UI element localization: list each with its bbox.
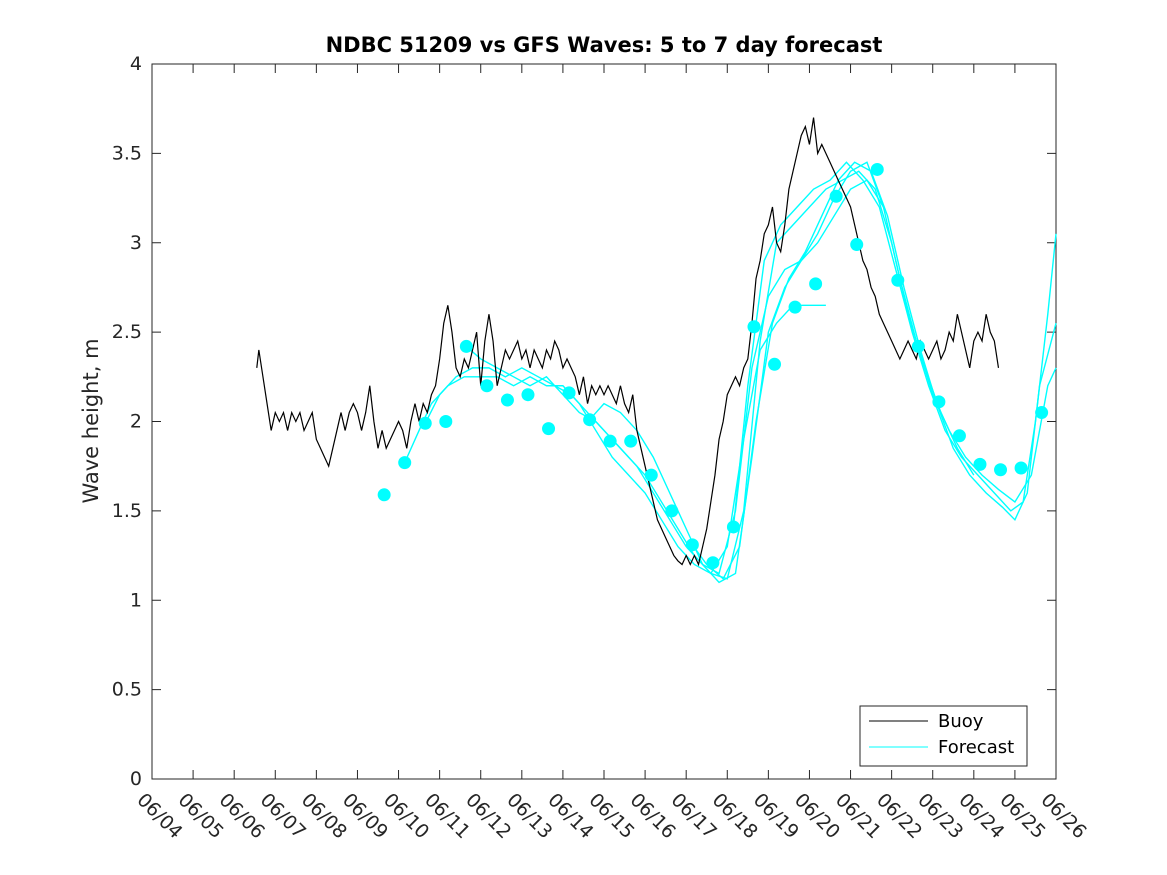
forecast-point <box>685 538 699 552</box>
forecast-point <box>562 386 576 400</box>
forecast-point <box>788 300 802 314</box>
forecast-point <box>377 488 391 502</box>
y-tick-group: 0 0.5 1 1.5 2 2.5 3 3.5 4 <box>112 53 1056 790</box>
forecast-point <box>603 434 617 448</box>
y-tick-label: 0.5 <box>112 679 142 701</box>
forecast-point <box>500 393 514 407</box>
plot-content <box>256 117 1057 584</box>
y-tick-label: 3.5 <box>112 142 142 164</box>
forecast-point <box>1035 406 1049 420</box>
forecast-point <box>459 339 473 353</box>
y-tick-label: 4 <box>130 53 142 75</box>
y-tick-label: 2 <box>130 411 142 433</box>
forecast-point <box>891 273 905 287</box>
chart-title: NDBC 51209 vs GFS Waves: 5 to 7 day fore… <box>326 33 883 57</box>
forecast-point <box>768 357 782 371</box>
y-tick-label: 2.5 <box>112 321 142 343</box>
forecast-point <box>706 556 720 570</box>
forecast-point <box>726 520 740 534</box>
forecast-point <box>480 379 494 393</box>
forecast-point <box>418 416 432 430</box>
y-tick-label: 3 <box>130 232 142 254</box>
y-axis-label: Wave height, m <box>79 338 103 503</box>
forecast-point <box>809 277 823 291</box>
forecast-point <box>870 162 884 176</box>
forecast-point <box>521 388 535 402</box>
forecast-point <box>1014 461 1028 475</box>
forecast-run-line <box>732 161 1057 528</box>
forecast-point <box>644 468 658 482</box>
y-tick-label: 1.5 <box>112 500 142 522</box>
y-tick-label: 0 <box>130 768 142 790</box>
forecast-point <box>624 434 638 448</box>
forecast-point <box>973 457 987 471</box>
y-tick-label: 1 <box>130 589 142 611</box>
legend-buoy-label: Buoy <box>938 711 984 732</box>
forecast-run-line <box>404 304 826 575</box>
legend-forecast-label: Forecast <box>938 737 1014 758</box>
legend: Buoy Forecast <box>859 705 1028 767</box>
forecast-point <box>911 339 925 353</box>
forecast-point <box>932 395 946 409</box>
forecast-point <box>829 189 843 203</box>
forecast-point <box>583 413 597 427</box>
forecast-point <box>952 429 966 443</box>
forecast-run-line <box>691 161 1057 580</box>
buoy-line <box>256 117 1000 567</box>
forecast-point <box>665 504 679 518</box>
forecast-run-line <box>589 161 1057 584</box>
forecast-point <box>747 320 761 334</box>
forecast-point <box>439 415 453 428</box>
forecast-point <box>850 238 864 252</box>
forecast-point <box>398 456 412 470</box>
plot-area <box>151 63 1057 780</box>
legend-box <box>859 705 1028 767</box>
forecast-point <box>542 422 556 436</box>
forecast-point <box>994 463 1008 477</box>
